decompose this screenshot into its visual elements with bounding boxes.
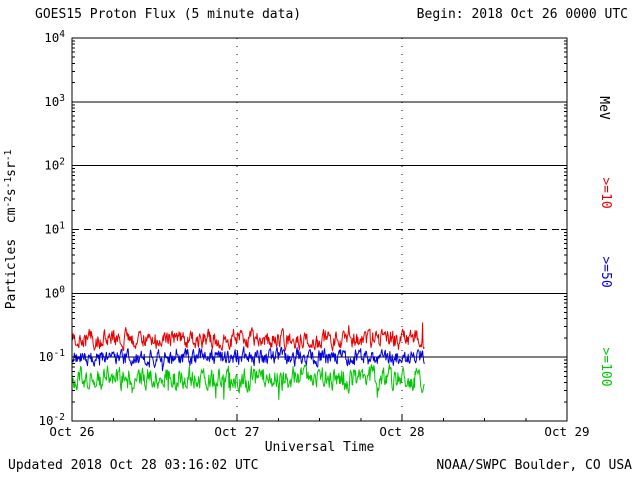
legend-label-mev: MeV xyxy=(596,96,611,120)
begin-timestamp: Begin: 2018 Oct 26 0000 UTC xyxy=(416,7,628,22)
y-axis-label: Particles cm-2s-1sr-1 xyxy=(3,149,19,309)
y-tick-label-1e-2: 10-2 xyxy=(38,412,65,428)
y-tick-label-1e-1: 10-1 xyxy=(38,348,65,364)
y-tick-label-1e2: 102 xyxy=(44,157,65,173)
agency-credit: NOAA/SWPC Boulder, CO USA xyxy=(436,458,632,473)
y-tick-label-1e0: 100 xyxy=(44,284,65,300)
x-tick-label-0: Oct 26 xyxy=(49,424,94,439)
legend-label-ge50: >=50 xyxy=(598,256,613,287)
x-tick-label-1: Oct 27 xyxy=(214,424,259,439)
legend-label-ge100: >=100 xyxy=(598,347,613,386)
y-tick-label-1e1: 101 xyxy=(44,221,65,237)
series-ge100 xyxy=(71,364,425,401)
x-tick-label-3: Oct 29 xyxy=(544,424,589,439)
x-axis-label: Universal Time xyxy=(264,440,375,455)
y-tick-label-1e3: 103 xyxy=(44,93,65,109)
chart-title: GOES15 Proton Flux (5 minute data) xyxy=(35,7,302,22)
series-ge10 xyxy=(71,322,425,352)
x-tick-label-2: Oct 28 xyxy=(379,424,424,439)
y-tick-label-1e4: 104 xyxy=(44,29,65,45)
series-ge50 xyxy=(71,346,425,372)
legend-label-ge10: >=10 xyxy=(598,177,613,208)
updated-timestamp: Updated 2018 Oct 28 03:16:02 UTC xyxy=(8,458,259,473)
